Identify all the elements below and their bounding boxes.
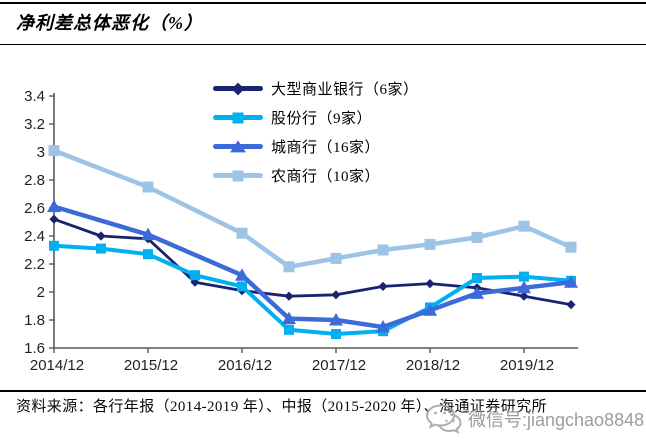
legend-label: 农商行（10家） bbox=[271, 169, 381, 185]
y-tick-label: 2.4 bbox=[24, 228, 45, 245]
x-tick-label: 2018/12 bbox=[406, 357, 460, 374]
legend-line-city-banks bbox=[213, 139, 263, 152]
data-point-diamond bbox=[566, 300, 576, 310]
y-tick-label: 2.2 bbox=[24, 256, 45, 273]
series-line-0 bbox=[52, 217, 573, 306]
data-point-square bbox=[471, 231, 483, 243]
legend-line-large-banks bbox=[213, 82, 263, 95]
data-point-diamond bbox=[190, 277, 200, 287]
legend-item-joint-stock-banks: 股份行（9家） bbox=[213, 105, 419, 130]
data-point-square bbox=[330, 252, 342, 264]
series-line-1 bbox=[52, 243, 573, 336]
data-point-square bbox=[565, 241, 577, 253]
data-point-triangle bbox=[329, 313, 343, 326]
data-point-triangle bbox=[423, 303, 437, 316]
triangle-marker-icon bbox=[230, 139, 246, 152]
data-point-diamond bbox=[284, 291, 294, 301]
data-point-triangle bbox=[564, 275, 578, 288]
data-point-triangle bbox=[517, 280, 531, 294]
source-note: 资料来源：各行年报（2014-2019 年）、中报（2015-2020 年）、海… bbox=[16, 399, 547, 415]
series-line-2 bbox=[51, 204, 574, 330]
y-tick-label: 2.8 bbox=[24, 172, 45, 189]
data-point-square bbox=[236, 227, 248, 239]
y-tick-label: 2.6 bbox=[24, 200, 45, 217]
data-point-square bbox=[472, 273, 482, 283]
series-line-3 bbox=[51, 148, 574, 270]
chart-legend: 大型商业银行（6家） 股份行（9家） 城商行（16家） 农商行（10家） bbox=[213, 76, 419, 188]
legend-line-joint-stock-banks bbox=[213, 112, 263, 123]
square-marker-icon bbox=[232, 112, 244, 123]
top-divider bbox=[0, 2, 646, 4]
legend-item-rural-banks: 农商行（10家） bbox=[213, 163, 419, 188]
data-point-diamond bbox=[425, 279, 435, 289]
data-point-square bbox=[49, 240, 59, 251]
data-point-diamond bbox=[378, 281, 388, 291]
data-point-square bbox=[190, 270, 200, 281]
legend-line-rural-banks bbox=[213, 170, 263, 181]
data-point-diamond bbox=[331, 290, 341, 300]
data-point-triangle bbox=[282, 311, 296, 325]
diamond-marker-icon bbox=[231, 82, 245, 95]
y-tick-label: 3.4 bbox=[24, 88, 45, 105]
data-point-square bbox=[518, 220, 530, 232]
x-tick-label: 2017/12 bbox=[312, 357, 366, 374]
data-point-square bbox=[519, 271, 529, 282]
data-point-square bbox=[331, 329, 341, 339]
x-tick-label: 2015/12 bbox=[124, 357, 178, 374]
legend-label: 城商行（16家） bbox=[271, 140, 381, 156]
data-point-square bbox=[377, 244, 389, 256]
legend-label: 股份行（9家） bbox=[271, 111, 373, 127]
y-tick-label: 3 bbox=[37, 144, 45, 161]
data-point-triangle bbox=[47, 199, 61, 213]
data-point-diamond bbox=[49, 214, 59, 224]
y-tick-label: 1.8 bbox=[24, 312, 45, 329]
data-point-square bbox=[143, 249, 153, 260]
legend-item-large-banks: 大型商业银行（6家） bbox=[213, 76, 419, 101]
x-tick-label: 2014/12 bbox=[30, 357, 84, 374]
data-point-square bbox=[284, 324, 294, 335]
data-point-triangle bbox=[141, 227, 155, 241]
data-point-triangle bbox=[470, 286, 484, 299]
data-point-diamond bbox=[519, 291, 529, 301]
x-tick-label: 2016/12 bbox=[218, 357, 272, 374]
footer-divider bbox=[0, 390, 646, 392]
x-tick-label: 2019/12 bbox=[500, 357, 554, 374]
square-marker-icon bbox=[232, 170, 244, 181]
data-point-diamond bbox=[96, 231, 106, 241]
y-tick-label: 1.6 bbox=[24, 340, 45, 357]
legend-item-city-banks: 城商行（16家） bbox=[213, 134, 419, 159]
data-point-triangle bbox=[235, 268, 249, 281]
data-point-square bbox=[48, 145, 60, 157]
data-point-square bbox=[96, 243, 106, 254]
data-point-square bbox=[283, 261, 295, 273]
data-point-triangle bbox=[376, 320, 390, 333]
page-title: 净利差总体恶化（%） bbox=[16, 13, 203, 33]
y-tick-label: 3.2 bbox=[24, 116, 45, 133]
y-tick-label: 2 bbox=[37, 284, 45, 301]
title-divider bbox=[0, 44, 646, 45]
data-point-square bbox=[424, 238, 436, 250]
data-point-square bbox=[237, 281, 247, 292]
legend-label: 大型商业银行（6家） bbox=[271, 82, 419, 98]
data-point-square bbox=[142, 181, 154, 193]
